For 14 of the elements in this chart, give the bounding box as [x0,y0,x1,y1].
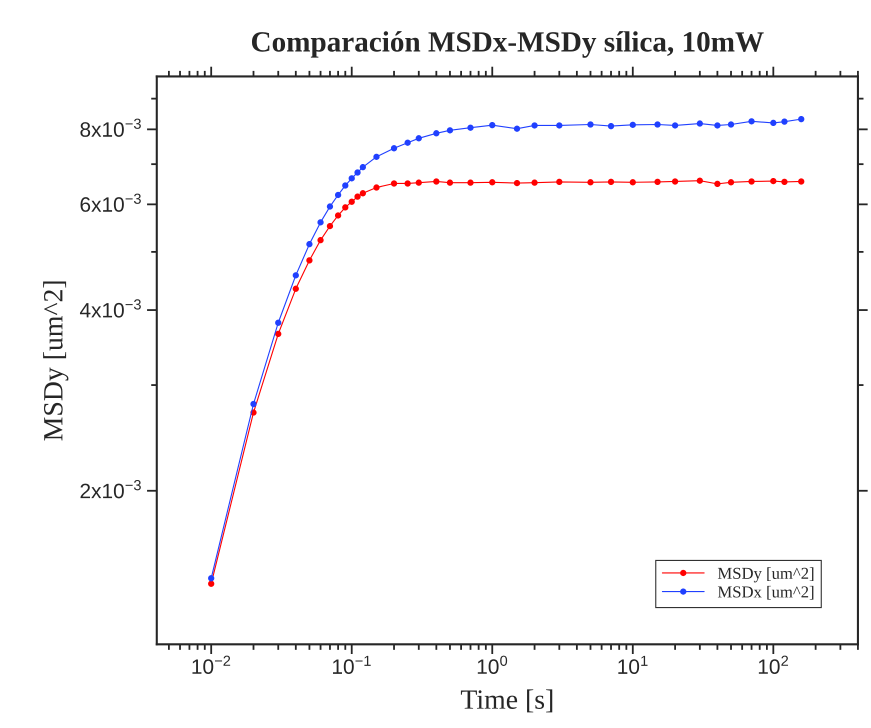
y-tick-label: 4x10$^{−3}$ [80,299,141,318]
chart-title: Comparación MSDx-MSDy sílica, 10mW [252,31,764,58]
y-tick-label: 6x10$^{−3}$ [80,194,141,212]
x-tick-label: 10$^{−2}$ [192,656,230,674]
legend-label: MSDx [um^2] [718,586,814,600]
y-tick-label: 2x10$^{−3}$ [80,480,141,498]
x-tick-label: 10$^{−1}$ [333,656,371,674]
y-tick-label: 8x10$^{−3}$ [80,118,141,137]
x-tick-label: 10$^{2}$ [758,656,788,674]
x-tick-label: 10$^{0}$ [478,656,508,674]
x-axis-title: Time [s] [460,689,552,712]
y-axis-title: MSDy [um^2] [43,281,68,441]
legend-label: MSDy [um^2] [718,567,814,582]
x-tick-label: 10$^{1}$ [618,656,648,674]
